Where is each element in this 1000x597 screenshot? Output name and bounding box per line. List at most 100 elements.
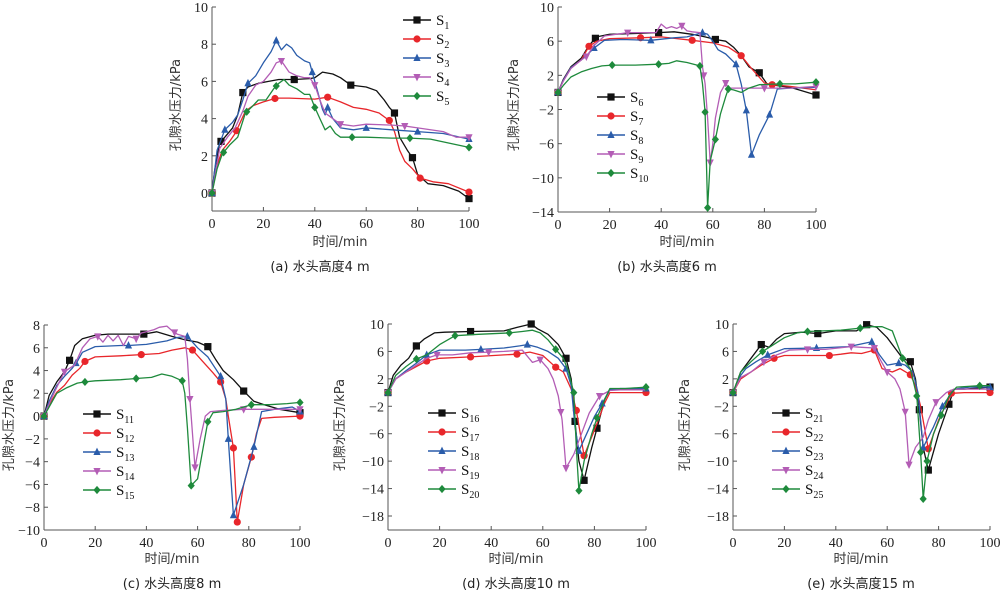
data-point-s12 (81, 357, 89, 366)
legend-label-name: S (461, 406, 469, 422)
legend-item-s7: S7 (597, 109, 643, 128)
data-point-s13 (224, 434, 232, 442)
legend-item-s6: S6 (597, 90, 643, 109)
series-s25 (729, 324, 990, 503)
series-s10 (554, 60, 820, 212)
data-point-s2 (385, 116, 393, 125)
data-point-s13 (229, 510, 238, 519)
series-line-s19 (387, 349, 646, 469)
data-point-s7 (688, 36, 696, 44)
x-tick-label: 20 (433, 536, 447, 551)
legend-label-subscript: 17 (469, 433, 479, 444)
data-point-s19 (485, 349, 493, 357)
legend-label: S8 (630, 128, 643, 147)
data-point-s2 (271, 94, 279, 103)
legend-marker (413, 74, 421, 82)
legend-label: S11 (116, 407, 134, 426)
legend-label-subscript: 13 (124, 453, 134, 464)
data-point-s24 (905, 461, 913, 469)
data-point-s19 (536, 356, 544, 365)
y-tick-label: 4 (201, 113, 208, 128)
legend-label-subscript: 8 (638, 136, 643, 147)
legend-item-s5: S5 (403, 89, 449, 108)
series-s7 (554, 34, 817, 97)
data-point-s20 (505, 328, 513, 338)
series-s19 (384, 349, 646, 473)
data-point-s9 (812, 83, 820, 91)
legend-item-s22: S22 (772, 425, 823, 444)
legend-item-s12: S12 (83, 426, 134, 445)
y-tick-label: −6 (714, 428, 729, 443)
series-line-s24 (732, 345, 990, 466)
legend-label: S21 (805, 406, 823, 425)
data-point-s14 (94, 333, 102, 341)
legend-label: S25 (805, 482, 823, 501)
data-point-s16 (527, 320, 535, 328)
data-point-s10 (608, 60, 616, 70)
data-point-s11 (240, 387, 248, 395)
x-tick-label: 100 (459, 217, 480, 232)
data-point-s4 (465, 134, 473, 142)
data-point-s14 (296, 406, 304, 414)
data-point-s6 (812, 91, 820, 99)
series-s11 (40, 330, 304, 420)
legend-label-subscript: 25 (813, 490, 823, 501)
x-tick-label: 20 (603, 218, 617, 233)
series-line-s5 (211, 78, 470, 194)
x-tick-label: 80 (932, 536, 946, 551)
legend-label-name: S (116, 464, 124, 480)
legend-marker (413, 91, 421, 101)
legend-item-s16: S16 (428, 406, 479, 425)
data-point-s25 (913, 391, 921, 401)
y-tick-label: −18 (707, 510, 729, 525)
series-s20 (384, 328, 650, 495)
series-line-s22 (732, 349, 990, 450)
data-point-s13 (250, 442, 258, 450)
chart-caption: (e) 水头高度15 m (807, 576, 915, 592)
legend-label-subscript: 23 (813, 452, 823, 463)
legend-label: S10 (630, 166, 648, 185)
data-point-s23 (764, 350, 772, 358)
data-point-s24 (847, 343, 855, 352)
legend-marker (782, 446, 790, 454)
legend-label: S17 (461, 425, 479, 444)
data-point-s1 (408, 154, 417, 162)
data-point-s10 (711, 135, 719, 144)
legend-label-name: S (436, 89, 444, 105)
data-point-s3 (414, 127, 422, 135)
legend-label-subscript: 12 (124, 434, 134, 445)
x-tick-label: 60 (706, 218, 720, 233)
legend-label-subscript: 19 (469, 471, 479, 482)
y-tick-label: 2 (33, 387, 40, 402)
chart-caption: (c) 水头高度8 m (123, 576, 222, 592)
legend-label-name: S (116, 445, 124, 461)
series-s17 (384, 350, 650, 460)
data-point-s25 (856, 324, 864, 333)
data-point-s10 (724, 84, 732, 94)
data-point-s25 (976, 381, 984, 390)
legend-label: S22 (805, 425, 823, 444)
data-point-s1 (390, 109, 399, 117)
data-point-s25 (917, 448, 925, 457)
series-line-s16 (387, 323, 646, 481)
x-tick-label: 20 (88, 536, 102, 551)
y-tick-label: −2 (539, 104, 554, 119)
y-tick-label: −6 (539, 138, 554, 153)
y-tick-label: −14 (362, 483, 384, 498)
data-point-s21 (924, 466, 932, 474)
data-point-s23 (868, 337, 876, 345)
x-tick-label: 100 (636, 536, 657, 551)
data-point-s2 (465, 188, 473, 196)
data-point-s14 (186, 396, 194, 404)
data-point-s21 (814, 330, 822, 338)
legend-marker (93, 429, 101, 437)
data-point-s2 (324, 93, 332, 101)
data-point-s19 (562, 465, 570, 473)
x-tick-label: 20 (256, 217, 270, 232)
legend-label: S23 (805, 444, 823, 463)
chart-caption: (d) 水头高度10 m (462, 576, 570, 592)
legend-label-name: S (436, 13, 444, 29)
legend-label-name: S (461, 444, 469, 460)
data-point-s25 (758, 347, 767, 356)
